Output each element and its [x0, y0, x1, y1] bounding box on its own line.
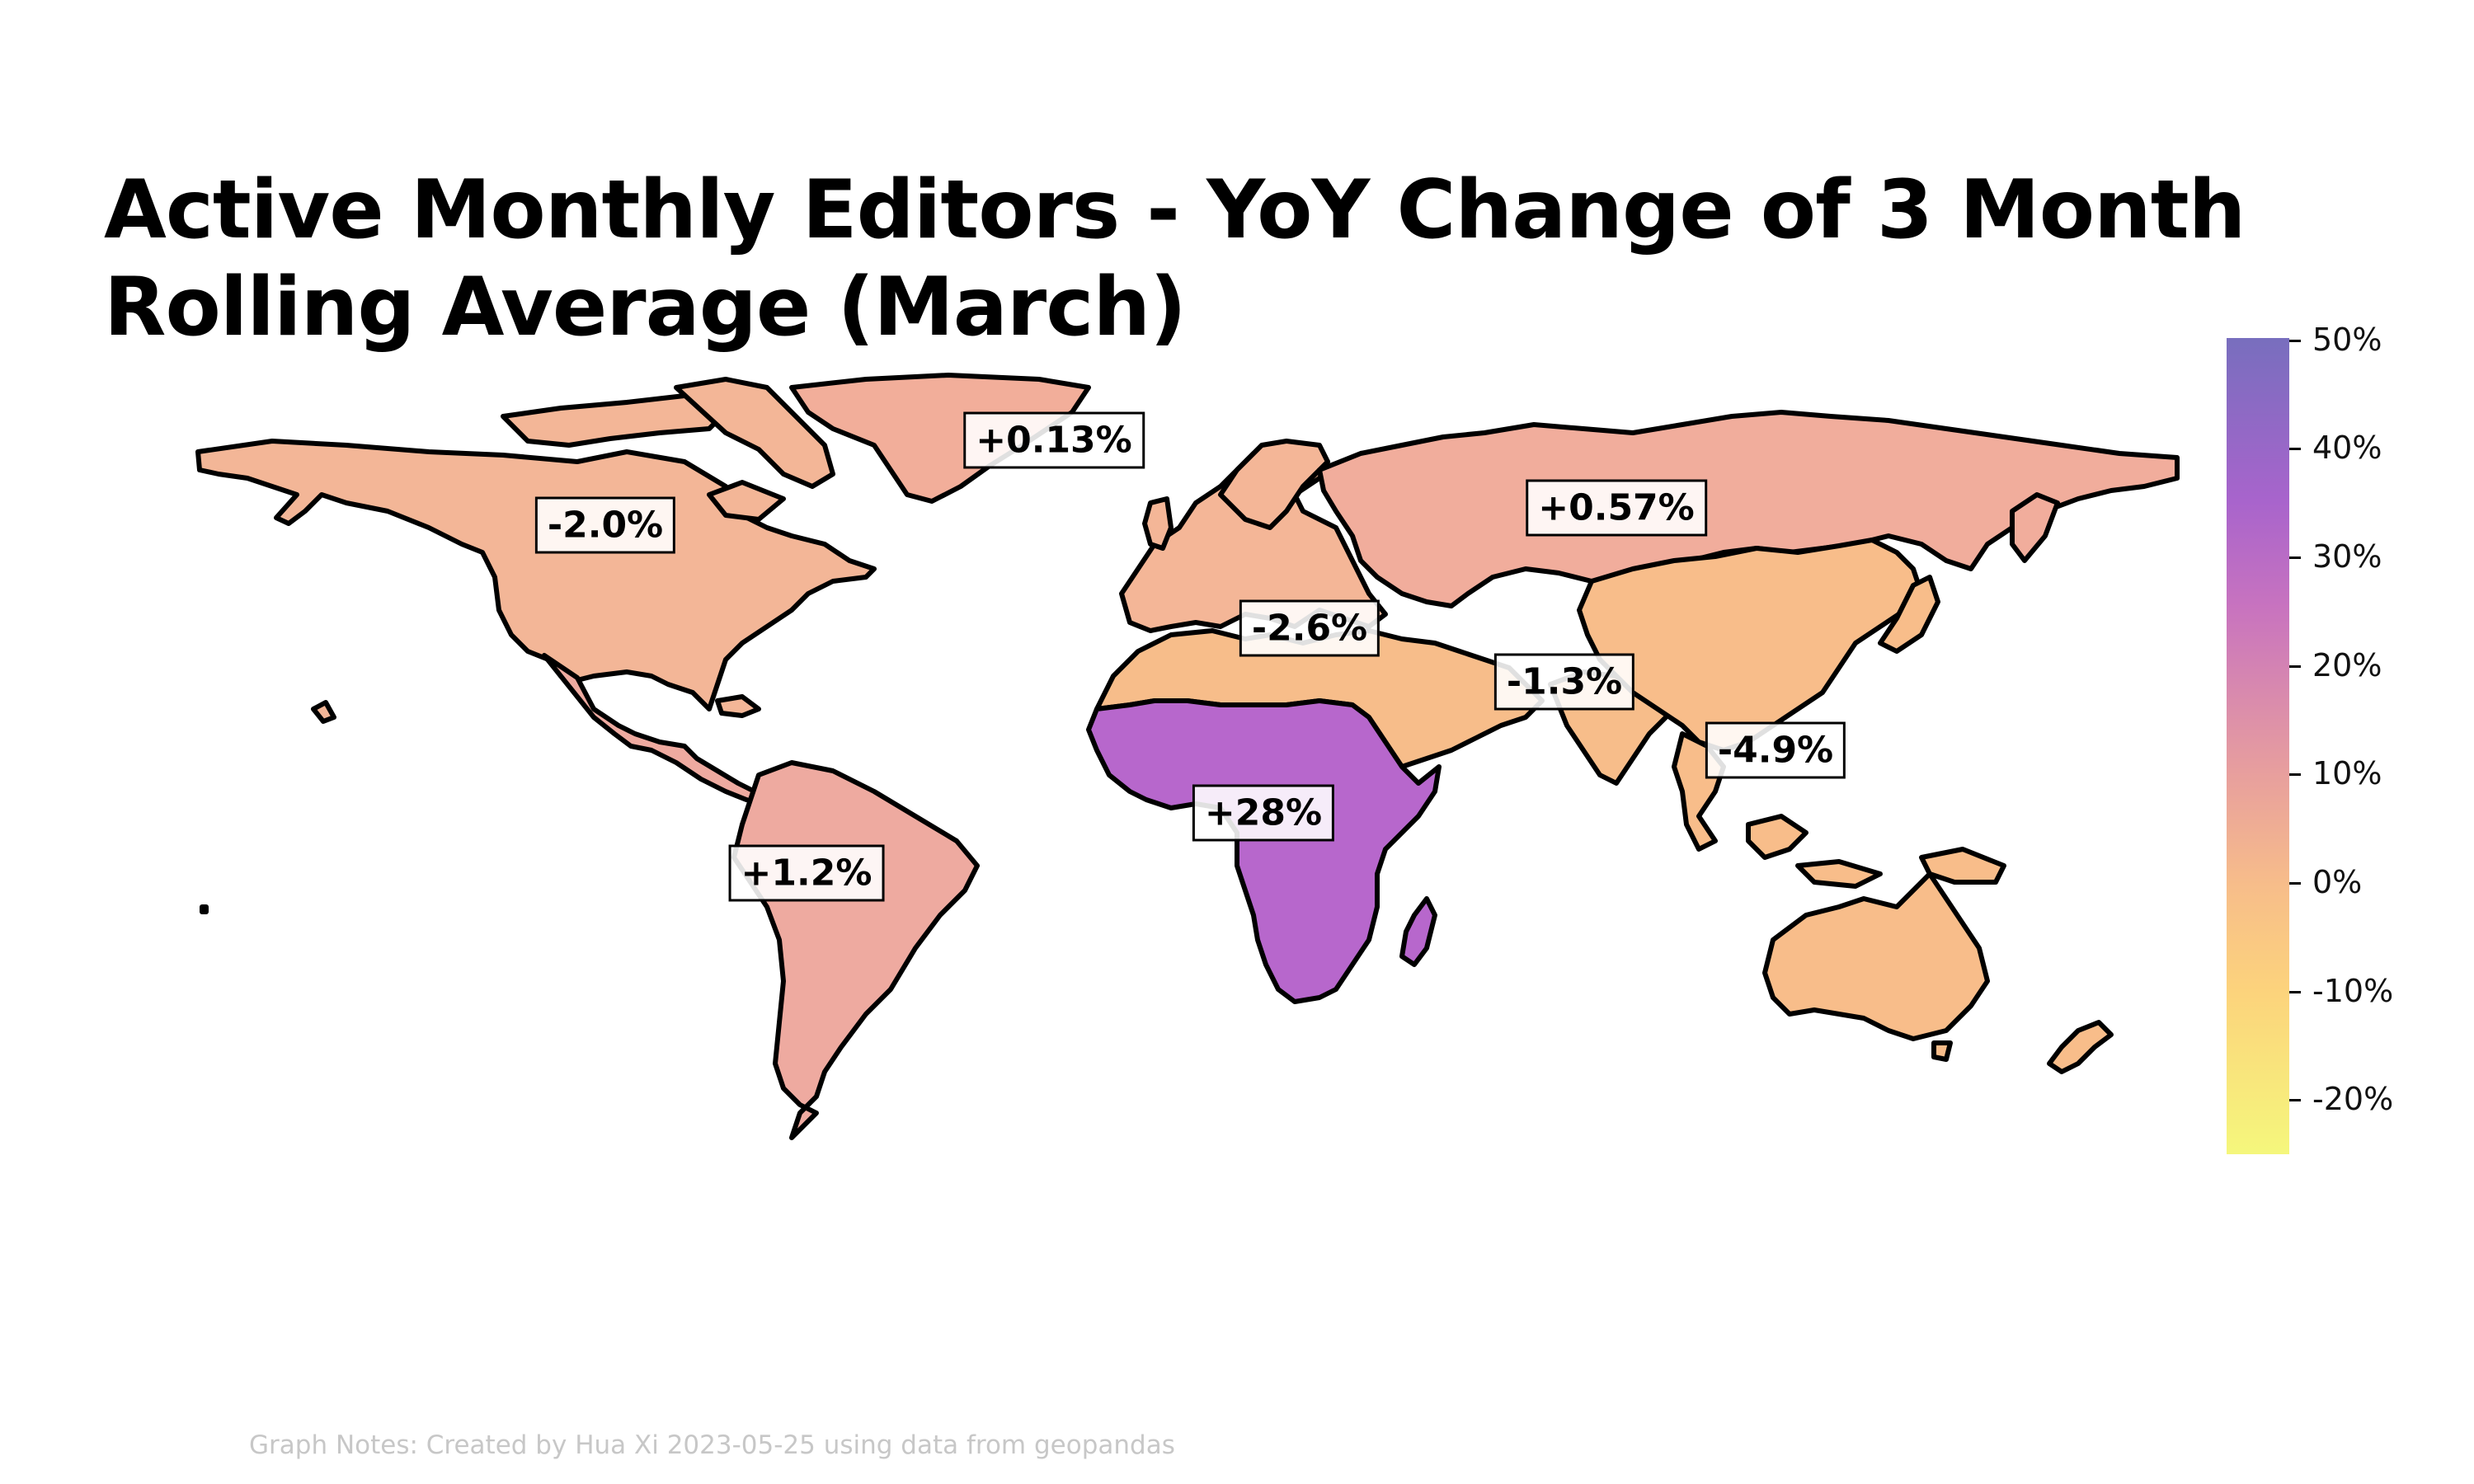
region-north-america[interactable] — [195, 439, 877, 711]
label-greenland: +0.13% — [963, 411, 1145, 469]
colorbar-tick-label: 0% — [2312, 864, 2363, 900]
colorbar-tick — [2289, 556, 2301, 559]
region-europe[interactable] — [1119, 443, 1388, 633]
colorbar-tick — [2289, 448, 2301, 450]
colorbar-tick — [2289, 1099, 2301, 1101]
graph-notes: Graph Notes: Created by Hua Xi 2023-05-2… — [249, 1430, 1175, 1460]
page-title: Active Monthly Editors - YoY Change of 3… — [104, 163, 2246, 355]
colorbar-tick-label: 30% — [2312, 538, 2382, 575]
colorbar-tick-label: -10% — [2312, 973, 2394, 1009]
colorbar-tick — [2289, 340, 2301, 342]
colorbar-tick-label: -20% — [2312, 1081, 2394, 1117]
region-russia[interactable] — [1317, 410, 2180, 608]
label-russia: +0.57% — [1526, 479, 1707, 537]
colorbar-tick-label: 10% — [2312, 755, 2382, 791]
label-europe: -2.6% — [1239, 599, 1380, 657]
colorbar-tick-label: 40% — [2312, 430, 2382, 466]
label-middle-east: -1.3% — [1493, 653, 1635, 711]
region-sub-saharan-africa[interactable] — [1086, 698, 1442, 1004]
colorbar-tick — [2289, 665, 2301, 668]
label-latin-america: +1.2% — [728, 844, 885, 902]
label-sub-saharan-africa: +28% — [1192, 784, 1335, 842]
label-north-america: -2.0% — [534, 496, 676, 554]
colorbar — [2227, 338, 2289, 1154]
region-south-america[interactable] — [731, 760, 980, 1140]
colorbar-tick-label: 20% — [2312, 647, 2382, 683]
colorbar-tick-label: 50% — [2312, 322, 2382, 358]
colorbar-tick — [2289, 773, 2301, 776]
colorbar-tick — [2289, 882, 2301, 885]
colorbar-tick — [2289, 991, 2301, 993]
label-asia-pacific: -4.9% — [1705, 721, 1846, 779]
